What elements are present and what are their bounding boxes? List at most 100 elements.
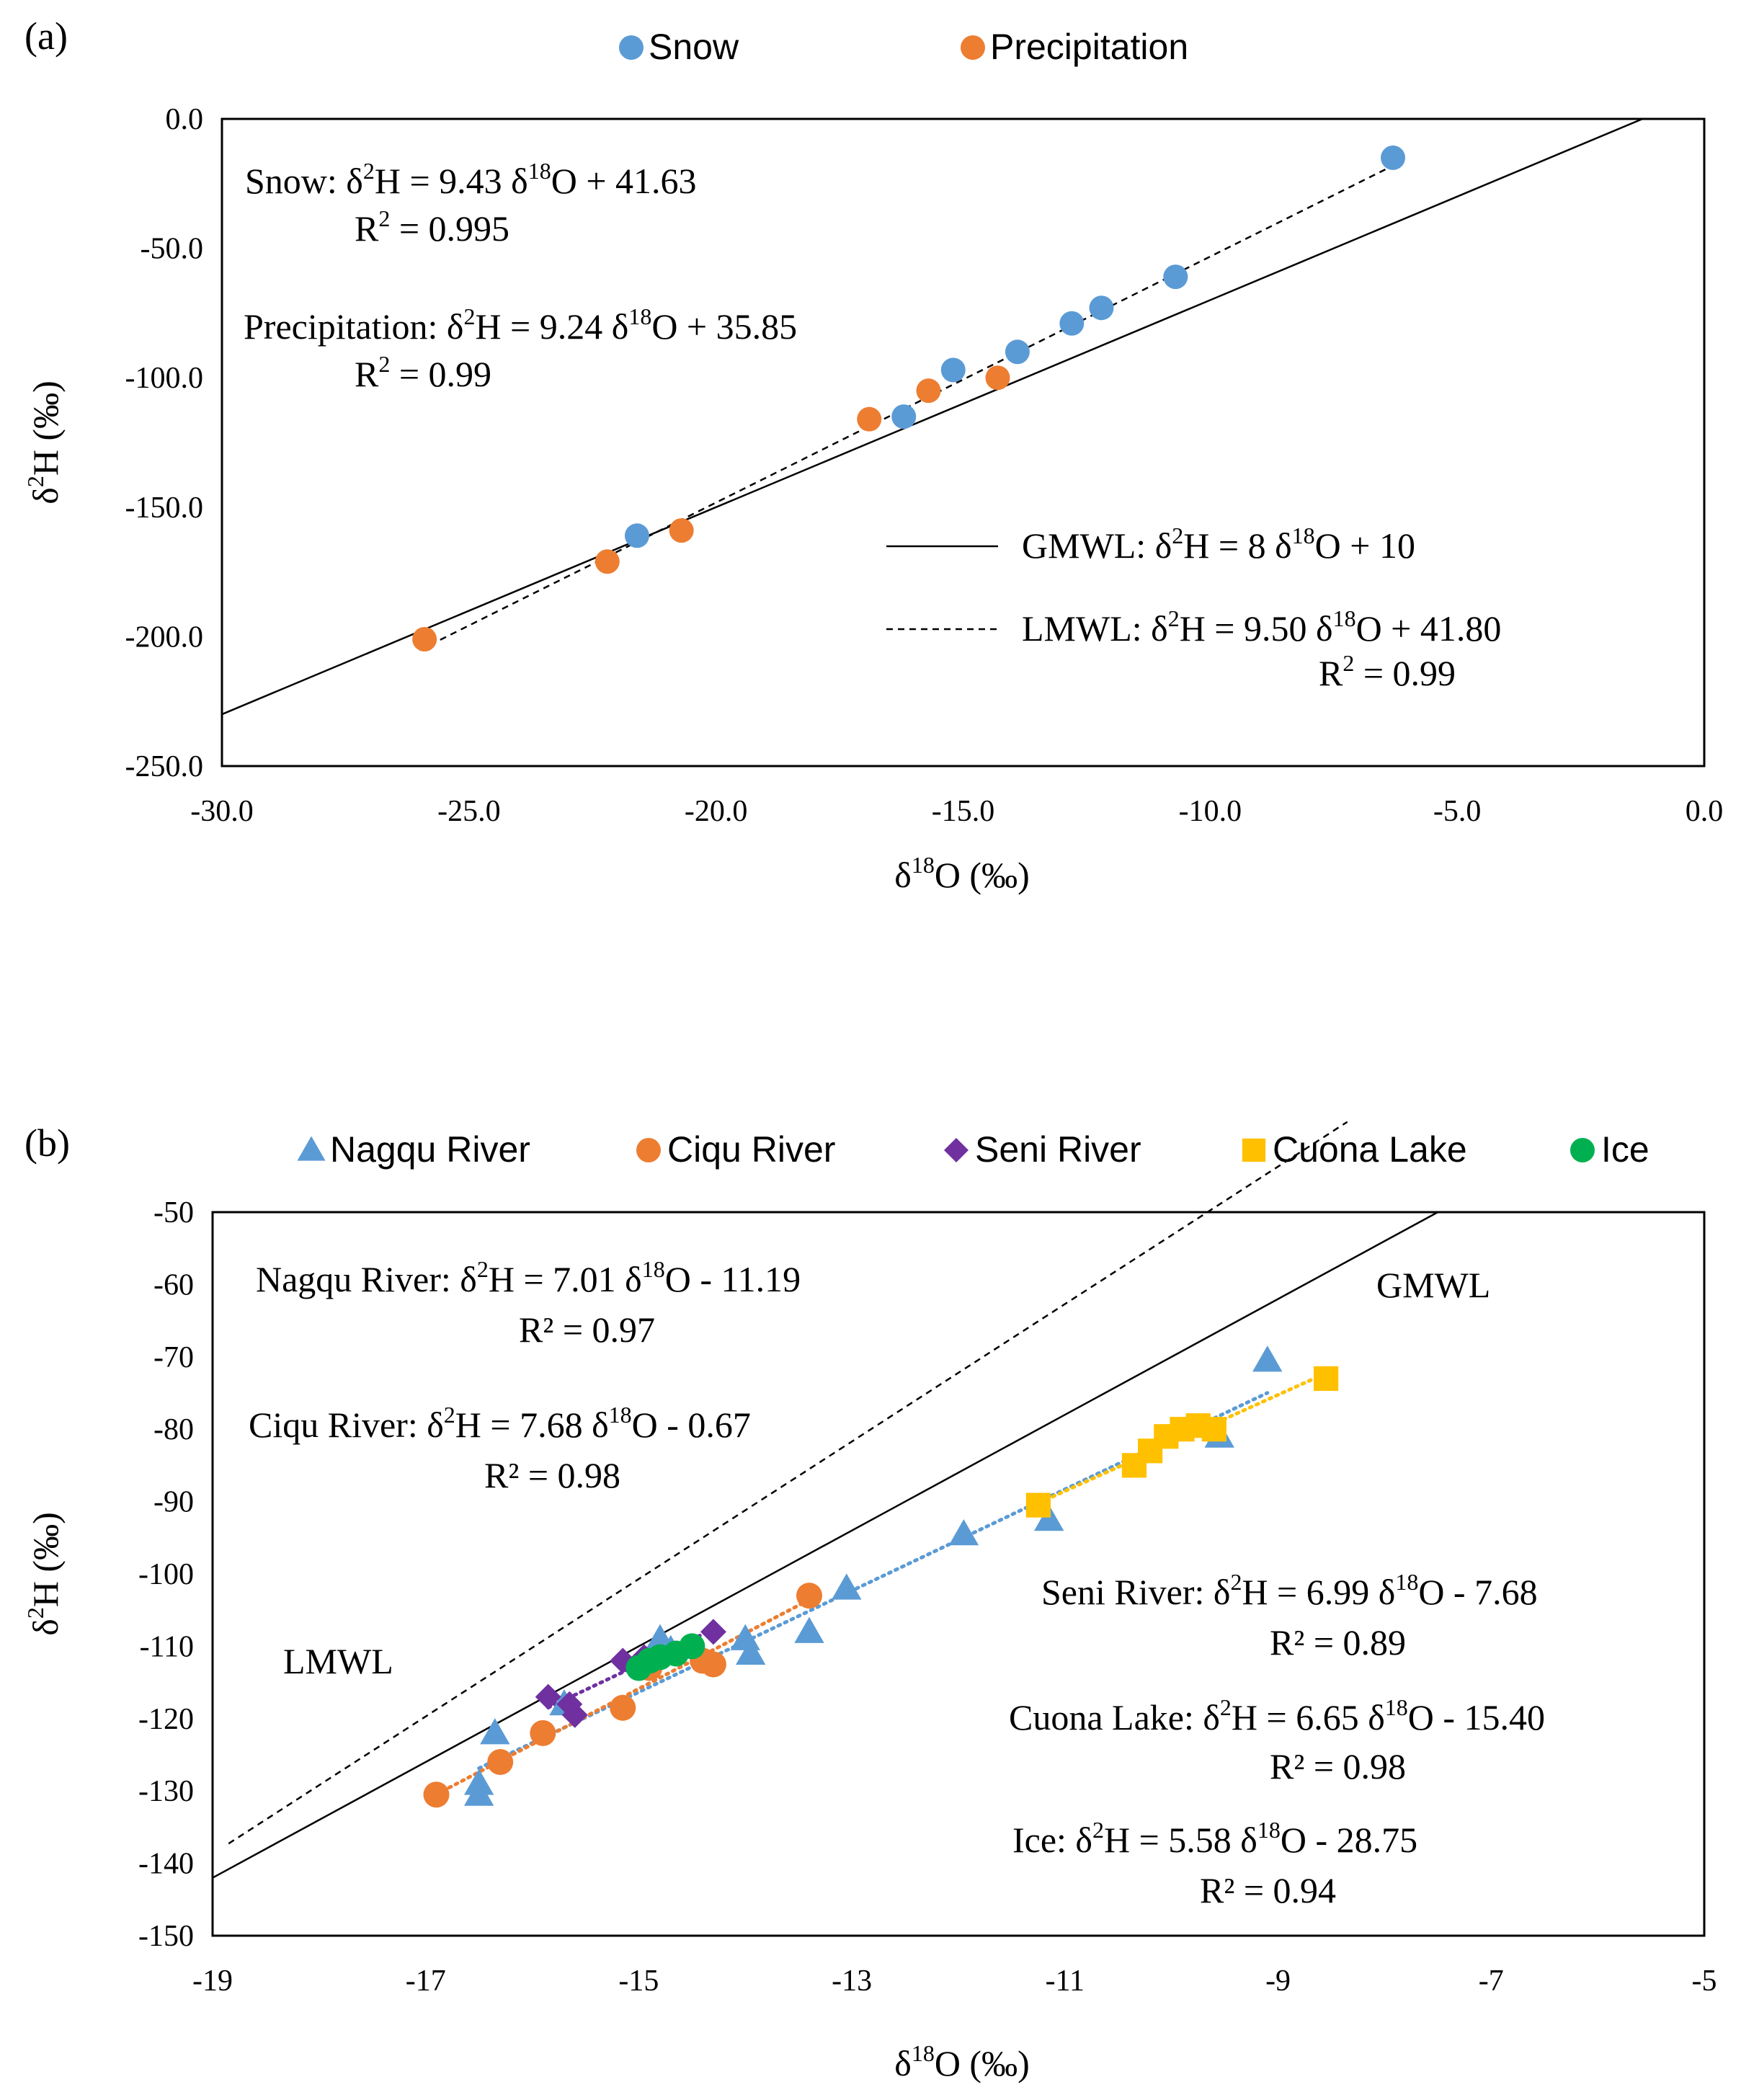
y-tick-label: -200.0 (125, 620, 204, 654)
panel-b-x-axis-title: δ18O (‰) (894, 2040, 1029, 2083)
cuona-lake-point (1314, 1366, 1339, 1392)
cuona-lake-point (1025, 1492, 1051, 1518)
nagqu-river-point (463, 1779, 494, 1806)
snow-point (940, 357, 966, 383)
panel-a-label: (a) (25, 14, 68, 58)
legend-seni-river-label: Seni River (975, 1129, 1141, 1170)
nagqu-river-point (1252, 1345, 1283, 1372)
panel-a: (a) Snow Precipitation 0.0 -50.0 -100.0 -150… (22, 14, 1723, 895)
nagqu-river-point (832, 1573, 862, 1600)
y-tick-label: 0.0 (166, 103, 204, 136)
legend-precipitation-label: Precipitation (990, 27, 1188, 67)
x-tick-label: -15 (618, 1965, 659, 1998)
precipitation-point (669, 518, 694, 543)
nagqu-eq-line-2: R² = 0.97 (519, 1309, 655, 1350)
x-tick-label: -11 (1046, 1965, 1085, 1998)
x-tick-label: -20.0 (685, 795, 748, 828)
legend-ciqu-river-label: Ciqu River (667, 1129, 835, 1170)
precipitation-point (595, 549, 620, 574)
nagqu-river-point (735, 1638, 766, 1665)
ciqu-river-point (423, 1781, 450, 1808)
panel-a-line-legend (886, 545, 998, 631)
x-tick-label: -10.0 (1179, 795, 1242, 828)
ciqu-river-point (610, 1694, 636, 1721)
legend-cuona-lake-marker (1242, 1138, 1266, 1162)
legend-nagqu-river-label: Nagqu River (330, 1129, 530, 1170)
x-tick-label: -5 (1692, 1965, 1717, 1998)
y-tick-label: -60 (153, 1268, 194, 1302)
snow-eq-line-1: Snow: δ2H = 9.43 δ18O + 41.63 (245, 158, 697, 201)
legend-snow-marker (619, 35, 644, 60)
y-tick-label: -80 (153, 1413, 194, 1446)
y-tick-label: -120 (138, 1703, 194, 1736)
y-tick-label: -100 (138, 1558, 194, 1591)
gmwl-line (212, 1211, 1438, 1879)
x-tick-label: -5.0 (1433, 795, 1482, 828)
panel-a-x-ticks: -30.0 -25.0 -20.0 -15.0 -10.0 -5.0 0.0 (190, 795, 1723, 828)
gmwl-line-label: GMWL (1376, 1265, 1490, 1305)
panel-a-y-axis-title: δ2H (‰) (22, 381, 66, 504)
cuona-eq-line-2: R² = 0.98 (1270, 1746, 1406, 1787)
snow-point (624, 523, 649, 548)
legend-ciqu-river-marker (636, 1138, 661, 1162)
legend-seni-river-marker (944, 1138, 969, 1162)
x-tick-label: -7 (1479, 1965, 1504, 1998)
precipitation-point (412, 626, 437, 651)
nagqu-eq-line-1: Nagqu River: δ2H = 7.01 δ18O - 11.19 (256, 1256, 801, 1299)
y-tick-label: -110 (140, 1630, 194, 1663)
panel-a-plot-frame (221, 117, 1706, 768)
nagqu-river-point (948, 1519, 979, 1546)
precipitation-point (985, 365, 1010, 391)
snow-point (891, 404, 917, 430)
gmwl-line (221, 117, 1643, 716)
y-tick-label: -140 (138, 1848, 194, 1881)
snow-point (1381, 145, 1406, 170)
panel-a-y-ticks: 0.0 -50.0 -100.0 -150.0 -200.0 -250.0 (125, 103, 204, 783)
gmwl-eq-line-1: GMWL: δ2H = 8 δ18O + 10 (1022, 522, 1415, 566)
x-tick-label: -30.0 (190, 795, 254, 828)
seni-eq-line-1: Seni River: δ2H = 6.99 δ18O - 7.68 (1041, 1569, 1538, 1612)
nagqu-river-point (1033, 1505, 1064, 1531)
ciqu-eq-line-1: Ciqu River: δ2H = 7.68 δ18O - 0.67 (249, 1402, 751, 1445)
lmwl-eq-line-1: LMWL: δ2H = 9.50 δ18O + 41.80 (1022, 605, 1501, 649)
panel-b-plot-frame (211, 1211, 1706, 1937)
y-tick-label: -50.0 (141, 233, 204, 266)
x-tick-label: -9 (1265, 1965, 1291, 1998)
lmwl-line (228, 1121, 1348, 1845)
y-tick-label: -100.0 (125, 362, 204, 395)
ciqu-river-point (796, 1583, 822, 1609)
ciqu-river-point (700, 1651, 726, 1678)
panel-b: (b) Nagqu River Ciqu River Seni River Cuona… (22, 1121, 1717, 2083)
cuona-eq-line-1: Cuona Lake: δ2H = 6.65 δ18O - 15.40 (1009, 1694, 1545, 1738)
y-tick-label: -150 (138, 1920, 194, 1953)
x-tick-label: 0.0 (1686, 795, 1724, 828)
snow-point (1005, 339, 1030, 365)
snow-point (1089, 295, 1114, 321)
x-tick-label: -25.0 (437, 795, 501, 828)
lmwl-eq-line-2: R2 = 0.99 (1319, 650, 1456, 693)
legend-ice-label: Ice (1601, 1129, 1649, 1170)
ciqu-eq-line-2: R² = 0.98 (484, 1455, 620, 1495)
y-tick-label: -70 (153, 1341, 194, 1374)
y-tick-label: -150.0 (125, 491, 204, 525)
panel-b-x-ticks: -19 -17 -15 -13 -11 -9 -7 -5 (192, 1965, 1717, 1998)
seni-eq-line-2: R² = 0.89 (1270, 1622, 1406, 1663)
legend-snow-label: Snow (649, 27, 739, 67)
x-tick-label: -19 (192, 1965, 233, 1998)
precipitation-point (916, 378, 941, 404)
ciqu-river-point (530, 1719, 556, 1746)
ice-eq-line-2: R² = 0.94 (1200, 1870, 1336, 1910)
ciqu-river-point (487, 1749, 514, 1776)
panel-b-label: (b) (25, 1121, 70, 1165)
panel-a-legend: Snow Precipitation (619, 27, 1188, 67)
legend-nagqu-river-marker (297, 1136, 326, 1161)
y-tick-label: -90 (153, 1486, 194, 1519)
precip-eq-line-1: Precipitation: δ2H = 9.24 δ18O + 35.85 (244, 303, 797, 347)
panel-b-data-points (423, 1345, 1339, 1808)
panel-b-y-ticks: -50 -60 -70 -80 -90 -100 -110 -120 -130 -140 -150 (138, 1196, 194, 1953)
snow-point (1163, 264, 1188, 290)
nagqu-river-point (480, 1718, 510, 1745)
